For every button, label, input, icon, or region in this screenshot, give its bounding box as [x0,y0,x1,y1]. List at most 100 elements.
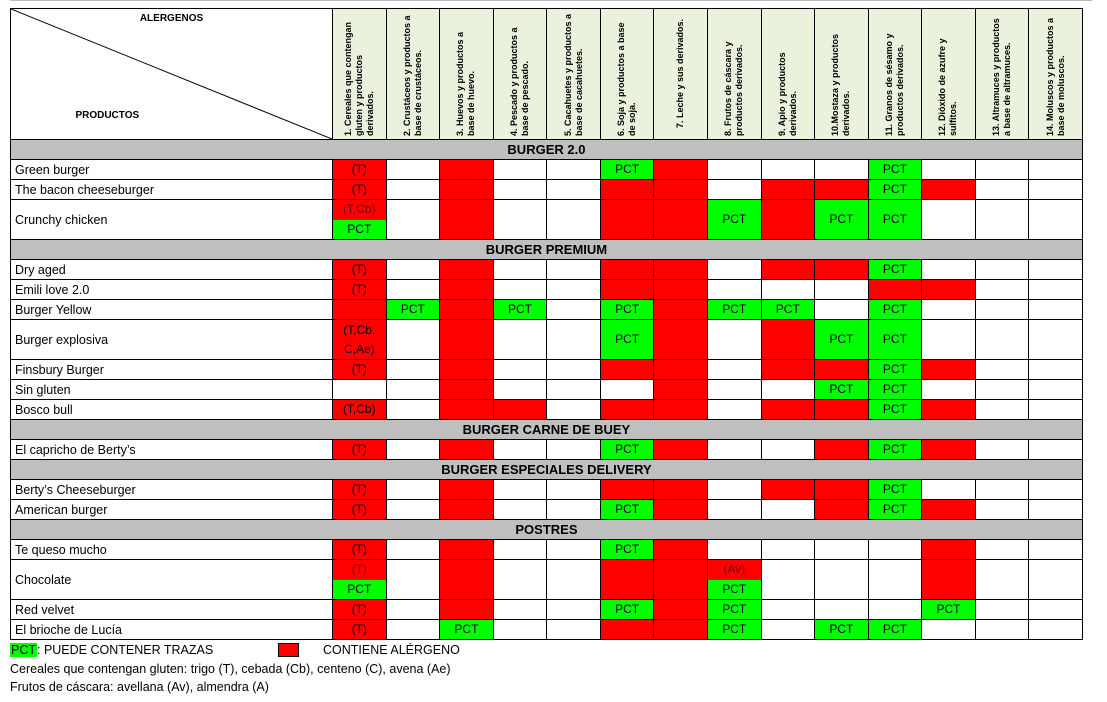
allergen-cell [653,539,708,560]
allergen-cell [1028,499,1083,520]
allergen-cell [921,159,976,180]
table-row: Green burger (T) PCT PCT [10,159,1083,180]
cell-value: PCT [454,622,479,636]
allergen-cell [385,559,441,600]
allergen-cell [653,499,708,520]
table-row: American burger (T) PCT PCT [10,499,1083,520]
cell-value: (T) [351,442,367,456]
allergen-cell [653,199,708,240]
allergen-cell [385,359,441,380]
corner-allergens-label: ALERGENOS [139,13,204,24]
allergen-label: 10.Mostaza y productos derivados. [830,33,852,136]
cell-value: PCT [882,402,907,416]
allergen-header-3: 3. Huevos y productos a base de huevo. [439,8,494,140]
allergen-cell [653,559,708,600]
allergen-cell [1028,599,1083,620]
allergen-cell [653,379,708,400]
table-row: Te queso mucho (T) PCT [10,539,1083,560]
allergen-cell: (T,Cb) [332,399,387,420]
allergen-cell [974,599,1030,620]
cell-value: PCT [829,332,854,346]
cell-value: PCT [722,302,747,316]
allergen-cell: PCT [867,379,923,400]
allergen-cell [921,179,976,200]
allergen-cell [814,299,869,320]
allergen-cell [385,439,441,460]
allergen-cell [492,159,548,180]
cell-value: PCT [615,332,640,346]
allergen-cell [385,619,441,640]
allergen-cell [653,359,708,380]
allergen-cell [760,319,816,360]
allergen-cell: PCT [867,159,923,180]
allergen-cell [814,159,869,180]
allergen-cell [546,299,601,320]
cell-value: (T) [351,282,367,296]
allergen-cell [814,179,869,200]
cell-bottom: PCT [707,579,761,599]
section-row: BURGER PREMIUM [10,239,1083,260]
allergen-header-8: 8. Frutos de cáscara y productos derivad… [706,8,762,140]
allergen-label: 1. Cereales que contengan gluten y produ… [342,21,375,136]
allergen-cell: PCT [867,199,923,240]
product-name: Bosco bull [10,399,333,420]
allergen-cell [546,539,601,560]
allergen-cell [921,279,976,300]
allergen-cell [492,199,548,240]
allergen-cell [706,399,762,420]
allergen-cell [492,599,548,620]
allergen-cell [814,439,869,460]
cell-value: PCT [615,442,640,456]
allergen-cell [385,499,441,520]
allergen-cell [492,379,548,400]
allergen-cell [492,479,548,500]
legend-contains-text: CONTIENE ALÉRGENO [323,643,460,657]
cell-value: PCT [775,302,800,316]
legend-traces: PCT: PUEDE CONTENER TRAZAS [10,643,213,657]
corner-cell: ALERGENOS PRODUCTOS [10,8,333,140]
allergen-cell [439,199,494,240]
allergen-cell [706,479,762,500]
allergen-cell [921,539,976,560]
section-title: BURGER CARNE DE BUEY [10,419,1083,440]
allergen-cell [546,439,601,460]
allergen-cell: PCT [599,499,655,520]
allergen-cell [546,379,601,400]
legend-gluten-note: Cereales que contengan gluten: trigo (T)… [10,662,451,676]
allergen-cell [706,179,762,200]
allergen-cell [385,199,441,240]
allergen-cell: PCT [706,199,762,240]
allergen-cell: (T) [332,619,387,640]
cell-top: (Av) [707,560,761,580]
section-row: BURGER ESPECIALES DELIVERY [10,459,1083,480]
allergen-cell [921,199,976,240]
cell-value: PCT [882,382,907,396]
allergen-cell [760,599,816,620]
allergen-cell [814,559,869,600]
allergen-header-14: 14. Moluscos y productos a base de molus… [1028,8,1083,140]
product-name: Crunchy chicken [10,199,333,240]
allergen-cell [706,499,762,520]
allergen-cell [1028,299,1083,320]
allergen-cell: PCT [599,319,655,360]
cell-value: (T) [351,622,367,636]
product-name: American burger [10,499,333,520]
table-row: Burger Yellow PCT PCT PCT PCT PCT PCT [10,299,1083,320]
allergen-header-6: 6. Soja y productos a base de soja. [599,8,655,140]
allergen-cell [385,479,441,500]
allergen-cell [974,399,1030,420]
allergen-cell: PCT [867,359,923,380]
allergen-cell: PCT [492,299,548,320]
cell-top: (T) [333,560,386,580]
legend: PCT: PUEDE CONTENER TRAZAS CONTIENE ALÉR… [10,642,1100,696]
allergen-cell [974,319,1030,360]
allergen-cell [1028,379,1083,400]
allergen-cell [760,479,816,500]
allergen-label: 5. Cacahuetes y productos a base de caca… [562,13,584,136]
allergen-cell [439,259,494,280]
cell-value: PCT [829,212,854,226]
allergen-label: 8. Frutos de cáscara y productos derivad… [723,41,745,136]
cell-value: PCT [882,362,907,376]
product-name: Finsbury Burger [10,359,333,380]
allergen-cell [760,359,816,380]
